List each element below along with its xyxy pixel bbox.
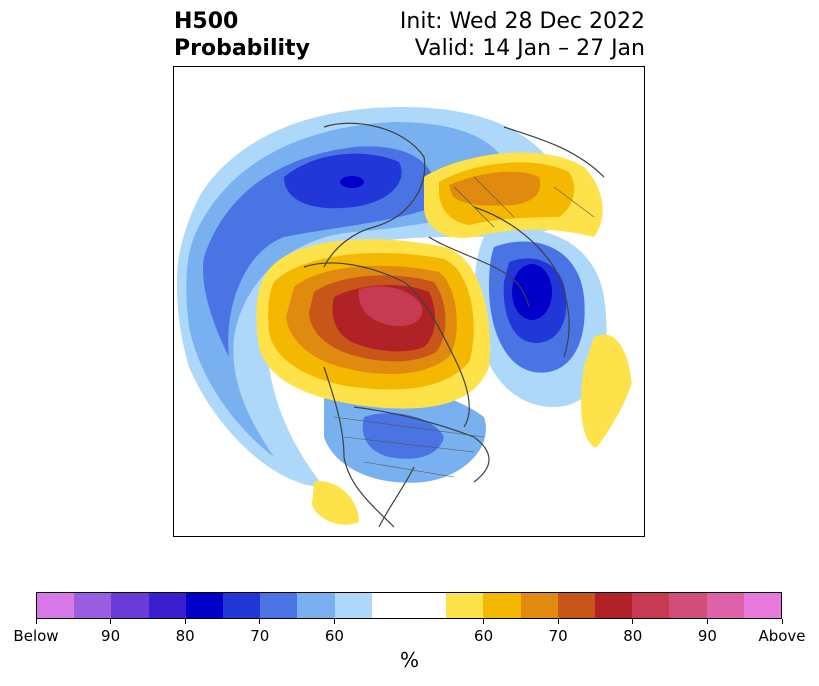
- colorbar-tick-label: 90: [697, 627, 717, 645]
- colorbar-swatch: [297, 593, 335, 618]
- colorbar-swatch: [446, 593, 484, 618]
- colorbar-swatch: [706, 593, 744, 618]
- colorbar-tick: [706, 619, 708, 624]
- colorbar-swatch: [111, 593, 149, 618]
- title-right: Init: Wed 28 Dec 2022 Valid: 14 Jan – 27…: [400, 8, 645, 62]
- above-subtropical-patch: [312, 481, 359, 525]
- colorbar-swatch: [74, 593, 112, 618]
- colorbar-tick-label: 60: [474, 627, 494, 645]
- colorbar-tick: [333, 619, 335, 624]
- colorbar-tick-label: Below: [13, 627, 59, 645]
- borders: [333, 176, 595, 478]
- colorbar-tick-label: 80: [623, 627, 643, 645]
- colorbar-tick: [781, 619, 783, 624]
- colorbar-swatch: [743, 593, 782, 618]
- colorbar-swatch: [557, 593, 596, 618]
- below-eastern-lobe: [474, 229, 607, 407]
- colorbar-swatch: [520, 593, 558, 618]
- colorbar: [36, 592, 782, 619]
- colorbar-tick: [483, 619, 485, 624]
- map-svg: [174, 67, 644, 536]
- colorbar-tick-label: 60: [324, 627, 344, 645]
- colorbar-tick-label: 70: [250, 627, 270, 645]
- init-date: Init: Wed 28 Dec 2022: [399, 9, 645, 34]
- colorbar-swatch: [260, 593, 298, 618]
- map-panel: [173, 66, 645, 537]
- colorbar-ticks: Below 90 80 70 60 60 70 80 90 Above: [13, 619, 806, 645]
- colorbar-tick-label: 70: [548, 627, 568, 645]
- colorbar-tick-label: Above: [758, 627, 806, 645]
- colorbar-swatch: [371, 593, 410, 618]
- colorbar-tick: [557, 619, 559, 624]
- below-north-america: [324, 386, 486, 483]
- colorbar-swatch: [334, 593, 372, 618]
- colorbar-swatch: [185, 593, 224, 618]
- title-variable: H500: [174, 9, 239, 34]
- title-left: H500 Probability: [174, 8, 310, 62]
- colorbar-swatch: [595, 593, 633, 618]
- above-eurasia-lobe: [424, 152, 603, 238]
- colorbar-unit: %: [399, 648, 419, 672]
- colorbar-tick-label: 90: [101, 627, 121, 645]
- colorbar-tick-label: 80: [175, 627, 195, 645]
- above-arctic-lobe: [256, 239, 491, 409]
- colorbar-swatch: [223, 593, 261, 618]
- colorbar-swatch: [148, 593, 186, 618]
- colorbar-swatch: [409, 593, 447, 618]
- title-product: Probability: [174, 36, 310, 61]
- colorbar-swatch: [483, 593, 521, 618]
- colorbar-swatch: [669, 593, 707, 618]
- coastlines: [303, 122, 605, 528]
- colorbar-swatch: [632, 593, 670, 618]
- colorbar-tick: [110, 619, 112, 624]
- colorbar-tick: [35, 619, 37, 624]
- colorbar-tick: [184, 619, 186, 624]
- colorbar-swatch: [37, 593, 75, 618]
- valid-range: Valid: 14 Jan – 27 Jan: [414, 36, 645, 61]
- colorbar-tick: [259, 619, 261, 624]
- colorbar-tick: [632, 619, 634, 624]
